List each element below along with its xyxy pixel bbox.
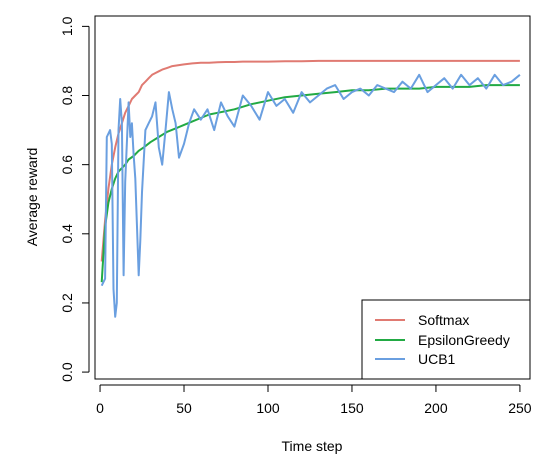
- series-line-softmax: [100, 59, 520, 262]
- x-axis-title: Time step: [282, 438, 343, 454]
- legend-label-epsilongreedy: EpsilonGreedy: [418, 332, 510, 348]
- y-tick-label: 1.0: [59, 16, 75, 36]
- y-tick-label: 0.2: [59, 293, 75, 313]
- series-layer: [100, 59, 521, 318]
- legend-label-ucb1: UCB1: [418, 351, 456, 367]
- x-tick-label: 200: [424, 400, 448, 416]
- legend: Softmax EpsilonGreedy UCB1: [361, 299, 531, 380]
- y-tick-label: 0.6: [59, 155, 75, 175]
- x-tick-label: 50: [176, 400, 192, 416]
- y-tick-label: 0.0: [59, 362, 75, 382]
- plot-frame: [94, 15, 531, 380]
- y-tick-label: 0.8: [59, 86, 75, 106]
- x-tick-label: 250: [508, 400, 532, 416]
- x-tick-label: 0: [96, 400, 104, 416]
- y-tick-label: 0.4: [59, 224, 75, 244]
- series-line-ucb1: [100, 73, 521, 318]
- x-tick-label: 100: [256, 400, 280, 416]
- y-axis-title: Average reward: [24, 148, 40, 247]
- legend-label-softmax: Softmax: [418, 312, 469, 328]
- x-tick-label: 150: [340, 400, 364, 416]
- axis-layer: 0 50 100 150 200 250 0.0 0.2 0.4 0.6 0.8 1.0: [59, 16, 532, 416]
- series-line-epsilongreedy: [100, 84, 520, 283]
